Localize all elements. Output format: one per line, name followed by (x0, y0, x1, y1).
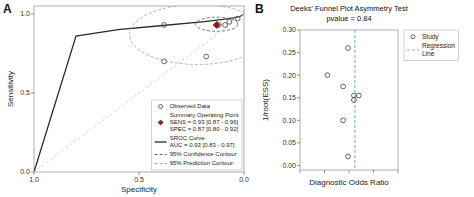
legend-label-line: 95% Confidence Contour (170, 151, 237, 157)
plot-area (34, 6, 244, 172)
legend-line (407, 50, 419, 51)
y-tick (31, 172, 34, 173)
y-axis-label: Sensitivity (6, 71, 15, 107)
x-axis-label: Specificity (121, 185, 157, 194)
legend-label: Observed Data (170, 103, 211, 109)
title: Deeks' Funnel Plot Asymmetry Test (290, 4, 409, 13)
x-tick (300, 170, 301, 173)
legend: Observed Data Summary Operating PointSENS… (152, 100, 242, 170)
x-tick (244, 172, 245, 175)
x-tick (349, 170, 350, 173)
legend-frame (152, 100, 242, 170)
scatter-point (235, 16, 240, 21)
y-tick-label: 0.20 (282, 72, 296, 79)
legend-label-line: 95% Prediction Contour (170, 160, 233, 166)
legend-label: Summary Operating PointSENS = 0.93 [0.87… (170, 112, 239, 132)
legend-line (155, 141, 167, 142)
panel: 0.00 0.05 0.10 0.15 0.20 0.25 0.30 Diagnostic O… (255, 2, 458, 187)
legend-label: 95% Confidence Contour (170, 151, 237, 157)
y-tick-label: 1.0 (20, 10, 30, 17)
panel: 1.0 0.5 0.0 0.0 0.5 1.0 Specificity Sensitivity… (3, 2, 266, 194)
y-tick-label: 0.05 (282, 139, 296, 146)
legend-label: 95% Prediction Contour (170, 160, 233, 166)
panel-label: A (3, 2, 12, 16)
x-tick (373, 170, 374, 173)
legend: StudyRegressionLine (404, 30, 458, 61)
x-tick-label: 0.0 (239, 176, 249, 183)
y-tick-label: 0.30 (282, 26, 296, 33)
legend-label-line: Study (422, 33, 439, 41)
scatter-point (341, 118, 346, 123)
chart-root: 1.0 0.5 0.0 0.0 0.5 1.0 Specificity Sensitivity… (0, 0, 474, 197)
contour-ellipse (130, 6, 244, 64)
y-tick-label: 0.5 (20, 89, 30, 96)
scatter-point (356, 93, 361, 98)
regression-line (354, 30, 355, 170)
y-tick (297, 75, 300, 76)
legend-label-line: Summary Operating Point (170, 112, 239, 118)
legend-label-line: SENS = 0.93 [0.87 - 0.96] (170, 119, 239, 125)
y-tick-label: 0.00 (282, 162, 296, 169)
scatter-point (325, 73, 330, 78)
y-tick (297, 97, 300, 98)
scatter-point (352, 98, 357, 103)
legend-frame (404, 30, 458, 61)
legend-marker (159, 105, 163, 109)
legend-label-line: SPEC = 0.87 [0.80 - 0.92] (170, 126, 239, 132)
line (34, 14, 244, 172)
y-tick-label: 0.25 (282, 49, 296, 56)
legend-label: SROC CurveAUC = 0.93 [0.83 - 0.97] (170, 135, 235, 148)
legend-marker (411, 35, 415, 39)
y-tick (297, 30, 300, 31)
y-tick (297, 165, 300, 166)
y-tick-label: 0.0 (20, 168, 30, 175)
scatter-point (346, 154, 351, 159)
y-axis-label: 1/root(ESS) (261, 79, 270, 121)
scatter-point (341, 84, 346, 89)
y-tick-label: 0.15 (282, 94, 296, 101)
legend-line (155, 163, 167, 164)
x-tick-label: 0.5 (134, 176, 144, 183)
scatter-point (346, 46, 351, 51)
panel-label: B (255, 2, 264, 16)
y-tick-label: 0.10 (282, 117, 296, 124)
scatter-point (223, 23, 228, 28)
x-tick (324, 170, 325, 173)
x-tick (34, 172, 35, 175)
x-tick (139, 172, 140, 175)
y-tick (297, 120, 300, 121)
legend-label-line: AUC = 0.93 [0.83 - 0.97] (170, 142, 235, 148)
subtitle: pvalue = 0.84 (326, 14, 371, 23)
scatter-point (204, 54, 209, 59)
plot-frame (34, 6, 244, 172)
scatter-point (162, 23, 167, 28)
line (34, 14, 244, 172)
y-tick (31, 13, 34, 14)
y-tick (297, 52, 300, 53)
legend-label-line: Line (422, 50, 435, 57)
plot-frame (300, 30, 398, 170)
y-tick (297, 142, 300, 143)
contour-ellipse (196, 17, 238, 31)
x-tick (398, 170, 399, 173)
legend-label-line: Observed Data (170, 103, 211, 109)
legend-marker (158, 120, 163, 125)
legend-label: RegressionLine (422, 42, 455, 57)
plot-area (325, 30, 361, 170)
scatter-point (227, 19, 232, 24)
x-axis-label: Diagnostic Odds Ratio (309, 178, 389, 187)
x-tick-label: 1.0 (29, 176, 39, 183)
scatter-point (213, 21, 220, 28)
legend-line (155, 154, 167, 155)
legend-label-line: SROC Curve (170, 135, 206, 141)
y-tick (31, 92, 34, 93)
legend-label: Study (422, 33, 439, 41)
scatter-point (162, 59, 167, 64)
